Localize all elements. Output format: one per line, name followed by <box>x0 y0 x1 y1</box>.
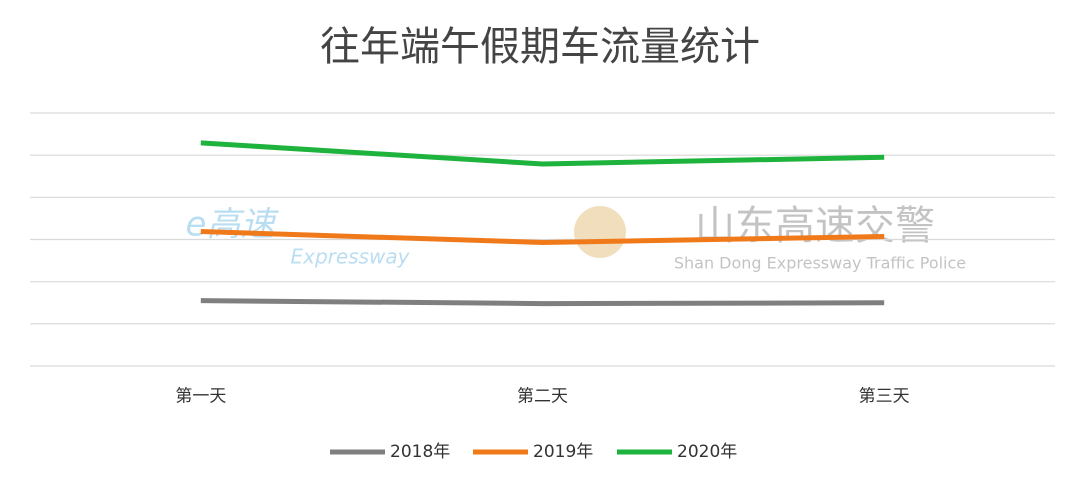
watermark-emblem <box>574 206 626 258</box>
legend-label: 2020年 <box>677 442 737 462</box>
watermark-text: 山东高速交警 <box>695 203 935 249</box>
x-tick-label: 第二天 <box>517 387 568 407</box>
series-line <box>200 229 885 245</box>
watermark-text: Shan Dong Expressway Traffic Police <box>674 254 966 273</box>
legend-label: 2019年 <box>533 442 593 462</box>
series-line <box>200 140 885 167</box>
watermark-text: e高速 <box>186 205 280 245</box>
watermark-text: Expressway <box>291 245 411 269</box>
watermark: e高速 Expressway 山东高速交警 Shan Dong Expressw… <box>186 203 967 273</box>
x-tick-label: 第一天 <box>175 387 226 407</box>
legend-label: 2018年 <box>390 442 450 462</box>
chart-title: 往年端午假期车流量统计 <box>320 24 760 70</box>
series-line <box>200 298 885 307</box>
x-tick-label: 第三天 <box>859 387 910 407</box>
